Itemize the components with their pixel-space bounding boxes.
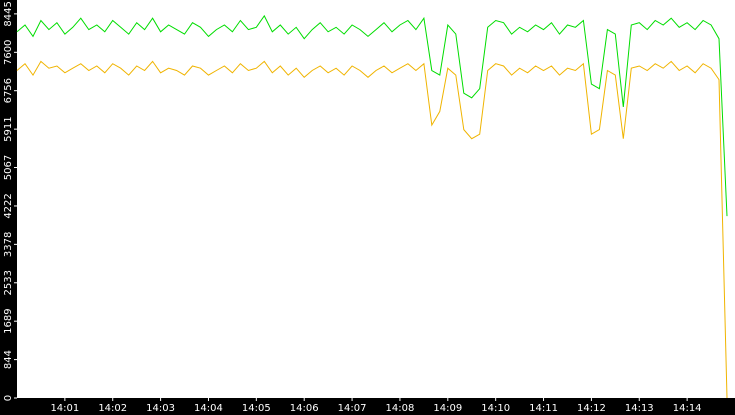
y-tick-label: 3378 [3, 232, 14, 257]
x-tick-label: 14:13 [625, 403, 654, 414]
y-tick-label: 5067 [3, 155, 14, 180]
x-tick-label: 14:09 [433, 403, 462, 414]
y-tick-label: 844 [3, 350, 14, 369]
x-tick-label: 14:07 [338, 403, 367, 414]
series-line [16, 14, 728, 217]
x-tick-label: 14:02 [98, 403, 127, 414]
x-tick-label: 14:14 [673, 403, 702, 414]
y-axis-band [0, 0, 17, 415]
x-axis-band [0, 398, 735, 415]
x-tick-label: 14:11 [529, 403, 558, 414]
x-tick-label: 14:04 [194, 403, 223, 414]
y-tick-label: 5911 [3, 116, 14, 141]
series-line [16, 60, 728, 399]
x-tick-label: 14:10 [481, 403, 510, 414]
y-tick-label: 1689 [3, 308, 14, 333]
x-tick-label: 14:06 [290, 403, 319, 414]
y-tick-label: 8445 [3, 1, 14, 26]
x-tick-label: 14:01 [50, 403, 79, 414]
x-tick-label: 14:08 [386, 403, 415, 414]
y-tick-label: 4222 [3, 193, 14, 218]
y-tick-label: 2533 [3, 270, 14, 295]
y-tick-label: 6756 [3, 78, 14, 103]
x-tick-label: 14:12 [577, 403, 606, 414]
x-tick-label: 14:05 [242, 403, 271, 414]
y-tick-label: 7600 [3, 40, 14, 65]
x-tick-label: 14:03 [146, 403, 175, 414]
y-tick-label: 0 [3, 395, 14, 401]
